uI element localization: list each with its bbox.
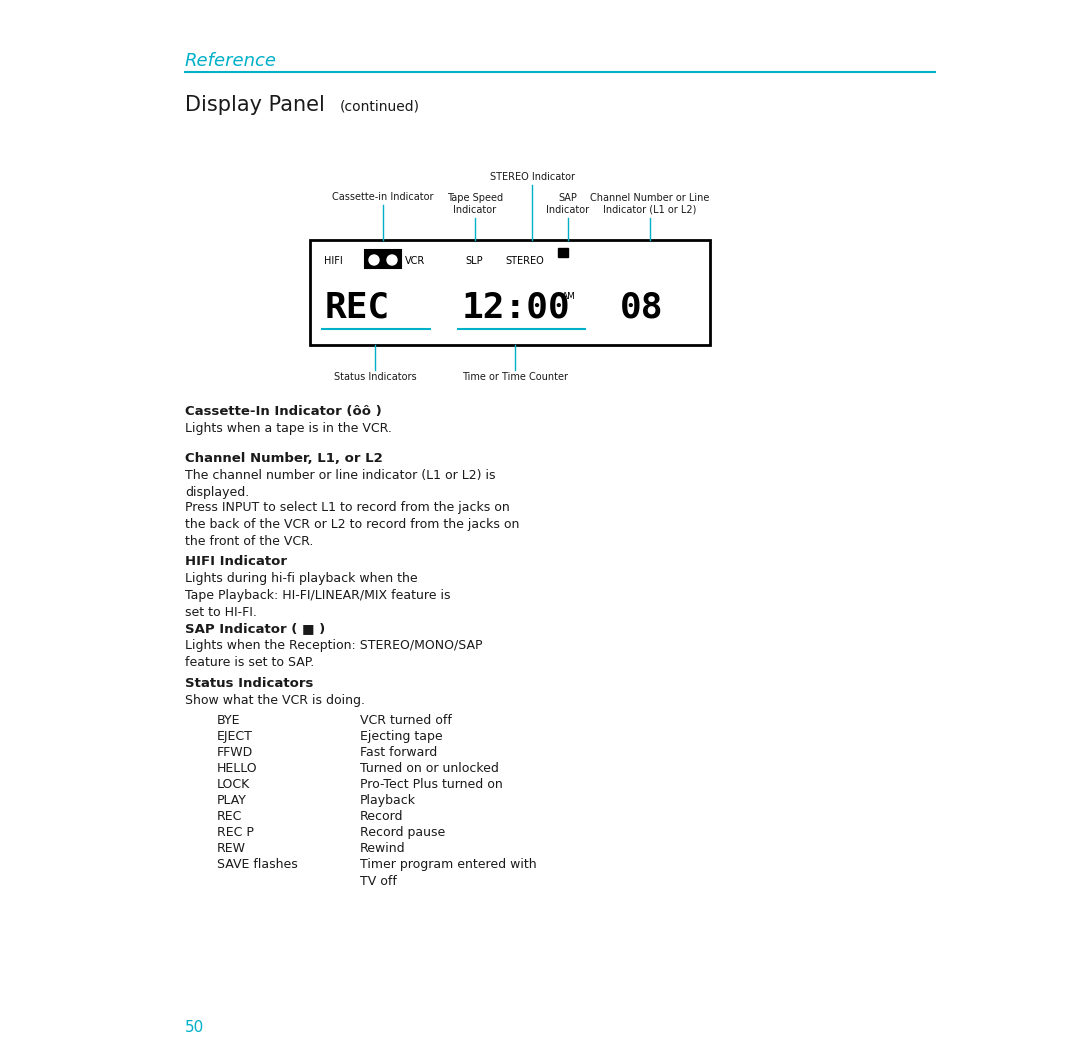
Bar <box>365 250 401 268</box>
Bar <box>558 249 568 257</box>
Text: Channel Number, L1, or L2: Channel Number, L1, or L2 <box>185 452 382 465</box>
Text: Playback: Playback <box>360 794 416 807</box>
Text: Timer program entered with
TV off: Timer program entered with TV off <box>360 858 537 888</box>
Text: SLP: SLP <box>465 256 483 266</box>
Text: Fast forward: Fast forward <box>360 746 437 759</box>
Text: Lights when a tape is in the VCR.: Lights when a tape is in the VCR. <box>185 422 392 435</box>
Text: Ejecting tape: Ejecting tape <box>360 730 443 743</box>
Text: Channel Number or Line
Indicator (L1 or L2): Channel Number or Line Indicator (L1 or … <box>591 193 710 215</box>
Text: VCR turned off: VCR turned off <box>360 714 451 727</box>
Text: 08: 08 <box>620 290 663 324</box>
Text: AM: AM <box>562 292 576 301</box>
Text: 50: 50 <box>185 1020 204 1035</box>
Text: Reference: Reference <box>185 52 276 70</box>
Text: Show what the VCR is doing.: Show what the VCR is doing. <box>185 693 365 707</box>
Text: LOCK: LOCK <box>217 778 251 791</box>
Text: HIFI: HIFI <box>324 256 342 266</box>
Text: FFWD: FFWD <box>217 746 253 759</box>
Text: Status Indicators: Status Indicators <box>334 372 416 382</box>
Text: Pro-Tect Plus turned on: Pro-Tect Plus turned on <box>360 778 503 791</box>
Text: REC: REC <box>325 290 390 324</box>
Text: Cassette-In Indicator (ôô ): Cassette-In Indicator (ôô ) <box>185 405 381 418</box>
Text: Display Panel: Display Panel <box>185 95 325 115</box>
Text: Cassette-in Indicator: Cassette-in Indicator <box>333 192 434 202</box>
Text: Lights when the Reception: STEREO/MONO/SAP
feature is set to SAP.: Lights when the Reception: STEREO/MONO/S… <box>185 639 483 669</box>
Text: Lights during hi-fi playback when the
Tape Playback: HI-FI/LINEAR/MIX feature is: Lights during hi-fi playback when the Ta… <box>185 572 450 619</box>
Text: SAP
Indicator: SAP Indicator <box>546 193 590 215</box>
Text: Time or Time Counter: Time or Time Counter <box>462 372 568 382</box>
Text: Record: Record <box>360 810 404 823</box>
Text: HELLO: HELLO <box>217 763 258 775</box>
Text: PLAY: PLAY <box>217 794 247 807</box>
Text: REC P: REC P <box>217 826 254 839</box>
Text: HIFI Indicator: HIFI Indicator <box>185 555 287 568</box>
Circle shape <box>369 255 379 266</box>
Text: (continued): (continued) <box>340 100 420 114</box>
Text: VCR: VCR <box>405 256 426 266</box>
Text: EJECT: EJECT <box>217 730 253 743</box>
Text: STEREO: STEREO <box>505 256 543 266</box>
Text: Rewind: Rewind <box>360 842 406 855</box>
Text: Press INPUT to select L1 to record from the jacks on
the back of the VCR or L2 t: Press INPUT to select L1 to record from … <box>185 501 519 548</box>
Text: REC: REC <box>217 810 242 823</box>
Text: SAVE flashes: SAVE flashes <box>217 858 298 871</box>
Text: Turned on or unlocked: Turned on or unlocked <box>360 763 499 775</box>
Text: SAP Indicator ( ■ ): SAP Indicator ( ■ ) <box>185 622 325 635</box>
Text: STEREO Indicator: STEREO Indicator <box>489 172 575 182</box>
Text: Tape Speed
Indicator: Tape Speed Indicator <box>447 193 503 215</box>
Text: Record pause: Record pause <box>360 826 445 839</box>
Text: REW: REW <box>217 842 246 855</box>
Text: Status Indicators: Status Indicators <box>185 676 313 690</box>
Circle shape <box>387 255 397 266</box>
Bar <box>310 240 710 345</box>
Text: BYE: BYE <box>217 714 241 727</box>
Text: The channel number or line indicator (L1 or L2) is
displayed.: The channel number or line indicator (L1… <box>185 469 496 499</box>
Text: 12:00: 12:00 <box>462 290 570 324</box>
